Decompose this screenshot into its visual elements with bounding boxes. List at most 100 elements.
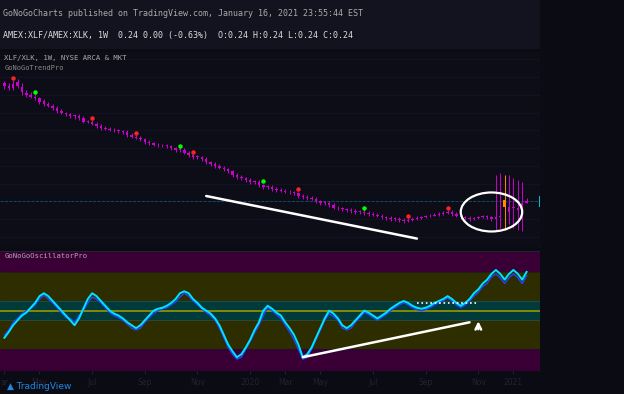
Bar: [459, 216, 462, 217]
Bar: [446, 212, 449, 213]
Bar: [451, 212, 453, 214]
Bar: [100, 126, 102, 128]
Bar: [455, 214, 457, 216]
Bar: [0, 301, 540, 320]
Bar: [372, 214, 374, 215]
Bar: [341, 208, 344, 209]
Bar: [232, 171, 234, 175]
Bar: [346, 209, 348, 210]
Bar: [25, 93, 27, 95]
Bar: [227, 169, 230, 171]
Bar: [0, 349, 540, 371]
Bar: [437, 214, 440, 215]
Bar: [490, 217, 493, 219]
Bar: [525, 201, 528, 203]
Text: AMEX:XLF/AMEX:XLK, 1W  0.24 0.00 (-0.63%)  O:0.24 H:0.24 L:0.24 C:0.24: AMEX:XLF/AMEX:XLK, 1W 0.24 0.00 (-0.63%)…: [2, 31, 353, 39]
Bar: [512, 206, 515, 208]
Bar: [201, 157, 203, 159]
Bar: [297, 193, 300, 196]
Bar: [174, 148, 177, 150]
Bar: [398, 219, 401, 220]
Bar: [74, 115, 76, 116]
Bar: [7, 86, 10, 88]
Bar: [183, 150, 185, 152]
Bar: [135, 137, 137, 138]
Bar: [433, 215, 436, 216]
Bar: [218, 166, 221, 167]
Bar: [310, 198, 313, 199]
Bar: [0, 251, 540, 272]
Bar: [109, 128, 111, 130]
Bar: [271, 187, 273, 189]
Bar: [368, 213, 370, 214]
Bar: [376, 215, 379, 216]
Bar: [205, 159, 207, 162]
Bar: [517, 208, 519, 210]
Bar: [323, 202, 326, 203]
Text: GoNoGoOscillatorPro: GoNoGoOscillatorPro: [4, 253, 87, 259]
Bar: [78, 116, 80, 118]
Bar: [29, 95, 32, 97]
Bar: [0, 272, 540, 301]
Bar: [420, 217, 422, 218]
Bar: [34, 97, 36, 98]
Bar: [333, 205, 334, 208]
Bar: [482, 216, 484, 217]
Bar: [130, 135, 133, 137]
Bar: [117, 130, 120, 131]
Bar: [495, 217, 497, 219]
Bar: [51, 106, 54, 108]
Bar: [394, 218, 396, 219]
Bar: [407, 220, 409, 221]
Text: GoNoGoTrendPro: GoNoGoTrendPro: [4, 65, 64, 71]
Bar: [504, 199, 506, 206]
Bar: [508, 206, 510, 212]
Bar: [56, 108, 58, 111]
Bar: [21, 87, 23, 92]
Bar: [0, 320, 540, 349]
Bar: [381, 216, 383, 217]
Bar: [16, 82, 19, 86]
Bar: [240, 177, 243, 178]
Bar: [363, 212, 366, 213]
Bar: [144, 139, 146, 142]
Text: 0.24: 0.24: [540, 197, 558, 206]
Bar: [288, 191, 291, 192]
Text: ▲ TradingView: ▲ TradingView: [7, 382, 72, 391]
Bar: [499, 216, 502, 217]
Bar: [486, 216, 489, 217]
Bar: [38, 98, 41, 102]
Bar: [3, 84, 6, 86]
Bar: [192, 155, 194, 157]
Bar: [389, 218, 392, 219]
Bar: [223, 167, 225, 169]
Text: GoNoGoCharts published on TradingView.com, January 16, 2021 23:55:44 EST: GoNoGoCharts published on TradingView.co…: [2, 9, 363, 18]
Bar: [262, 185, 265, 187]
Bar: [178, 149, 181, 150]
Bar: [464, 217, 466, 218]
Bar: [354, 211, 357, 212]
Bar: [477, 217, 480, 218]
Bar: [293, 192, 295, 193]
Bar: [12, 84, 14, 88]
Bar: [473, 218, 475, 219]
Bar: [521, 203, 524, 210]
Bar: [60, 111, 62, 113]
Bar: [126, 132, 129, 135]
Bar: [442, 213, 444, 214]
Bar: [47, 104, 49, 106]
Bar: [245, 178, 247, 180]
Bar: [249, 180, 251, 182]
Bar: [359, 211, 361, 212]
Bar: [266, 186, 269, 187]
Bar: [139, 138, 142, 139]
Bar: [65, 113, 67, 114]
Bar: [170, 146, 172, 148]
Bar: [402, 220, 405, 221]
Bar: [196, 156, 198, 157]
Bar: [91, 121, 94, 124]
Bar: [424, 216, 427, 217]
Bar: [314, 199, 317, 201]
Bar: [165, 145, 168, 147]
Bar: [416, 218, 418, 219]
